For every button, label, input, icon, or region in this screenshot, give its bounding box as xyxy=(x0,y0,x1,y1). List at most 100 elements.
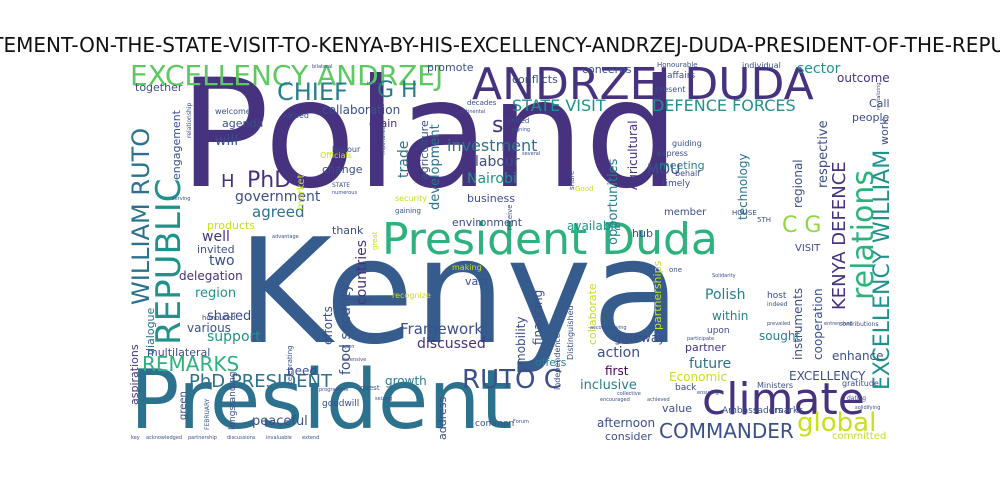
word: VISIT xyxy=(795,243,821,254)
word: honour xyxy=(332,145,361,154)
word: trade xyxy=(396,140,412,178)
word: environment xyxy=(452,216,523,229)
word: invest xyxy=(367,81,383,87)
word: common xyxy=(475,419,515,429)
word: hub xyxy=(632,227,653,240)
word: CHIEF xyxy=(277,78,348,106)
word: afternoon xyxy=(597,416,656,430)
word: Framework xyxy=(400,320,484,338)
word: importance xyxy=(381,126,387,155)
word: member xyxy=(664,207,707,218)
word: grain xyxy=(369,117,398,130)
word: Honourable xyxy=(657,61,698,69)
word: 5TH xyxy=(757,216,771,224)
word: partnerships xyxy=(651,260,664,330)
word: behalf xyxy=(675,169,701,178)
word: key xyxy=(131,435,140,441)
word: conflicts xyxy=(512,73,558,86)
word: aspirations xyxy=(128,344,141,405)
word: agreed xyxy=(252,203,305,221)
word: individual xyxy=(742,61,781,70)
word: offers xyxy=(535,356,567,369)
word: value xyxy=(662,402,693,415)
word: Poland xyxy=(179,60,680,222)
word: ensuring xyxy=(697,390,719,396)
word: STATE VISIT xyxy=(512,96,606,115)
word: prevailed xyxy=(767,321,791,327)
word: decades xyxy=(467,99,497,107)
word: WILLIAM RUTO xyxy=(127,127,155,305)
word: contributions xyxy=(839,321,879,328)
word: united xyxy=(507,117,530,125)
word: relationship xyxy=(186,102,193,138)
word: achieved xyxy=(647,397,670,403)
word: partner xyxy=(685,341,726,354)
word: security xyxy=(395,194,427,203)
word: extensive xyxy=(342,357,367,363)
word: continental xyxy=(457,109,486,115)
word: share xyxy=(568,170,576,190)
word: extend xyxy=(302,435,320,441)
figure-title: JOINT-PRESS-STATEMENT-ON-THE-STATE-VISIT… xyxy=(0,33,1000,57)
word: enhance xyxy=(832,349,884,363)
word-cloud: Poland Kenya President President Duda AN… xyxy=(127,60,892,443)
word: business xyxy=(467,192,515,205)
word: seizing xyxy=(375,396,393,402)
word: sought xyxy=(759,329,801,343)
word: several xyxy=(522,151,541,157)
word: future xyxy=(689,356,732,372)
word: valued xyxy=(282,111,309,120)
word: efforts xyxy=(321,306,335,345)
word: Officials xyxy=(320,151,352,160)
word: regional xyxy=(791,159,805,208)
word: collaboration xyxy=(322,103,401,117)
word: outcome xyxy=(837,71,890,85)
word: longstanding xyxy=(228,371,238,431)
word: discussions xyxy=(227,435,256,441)
word: EXCELLENCY xyxy=(789,369,866,383)
word: products xyxy=(207,219,256,232)
word: entrenched xyxy=(824,321,853,327)
word: accompanying xyxy=(590,325,627,331)
word: well xyxy=(202,229,230,245)
word: collective xyxy=(617,391,641,397)
word: celebrating xyxy=(286,345,294,385)
word: mobility xyxy=(514,316,528,365)
word: within xyxy=(712,309,749,323)
word: G H xyxy=(377,78,418,103)
word: work xyxy=(878,118,891,145)
word: invited xyxy=(197,243,235,256)
word: Distinguished xyxy=(566,305,575,360)
word: thank xyxy=(332,224,364,237)
word: support xyxy=(207,329,261,345)
word: market xyxy=(296,174,307,211)
word: invaluable xyxy=(266,435,292,441)
word: address xyxy=(436,396,449,440)
word: change xyxy=(322,163,363,176)
word: instruments xyxy=(791,287,805,360)
word: delegation xyxy=(179,269,243,283)
word: REMARKS xyxy=(142,352,240,376)
word: President xyxy=(130,353,513,443)
word: STATE xyxy=(332,182,351,189)
word: Solidarity xyxy=(712,273,736,279)
word: committed xyxy=(832,431,887,442)
word: first xyxy=(605,364,629,378)
word: people xyxy=(852,111,890,124)
word: ANDRZEJ DUDA xyxy=(472,60,814,110)
word: making xyxy=(452,263,482,272)
word: investment xyxy=(447,136,538,155)
word: President Duda xyxy=(382,214,718,265)
word: Agricultural xyxy=(626,120,640,190)
word: financing xyxy=(531,289,545,345)
word: back xyxy=(675,383,697,393)
word: dating xyxy=(847,395,867,402)
word: upon xyxy=(707,326,730,336)
word: signing xyxy=(512,127,531,133)
word: available xyxy=(567,219,622,233)
word: agriculture xyxy=(418,120,431,180)
word: two xyxy=(209,253,235,269)
word: growth xyxy=(385,374,427,388)
word: will xyxy=(215,133,239,149)
word: meeting xyxy=(659,159,705,172)
